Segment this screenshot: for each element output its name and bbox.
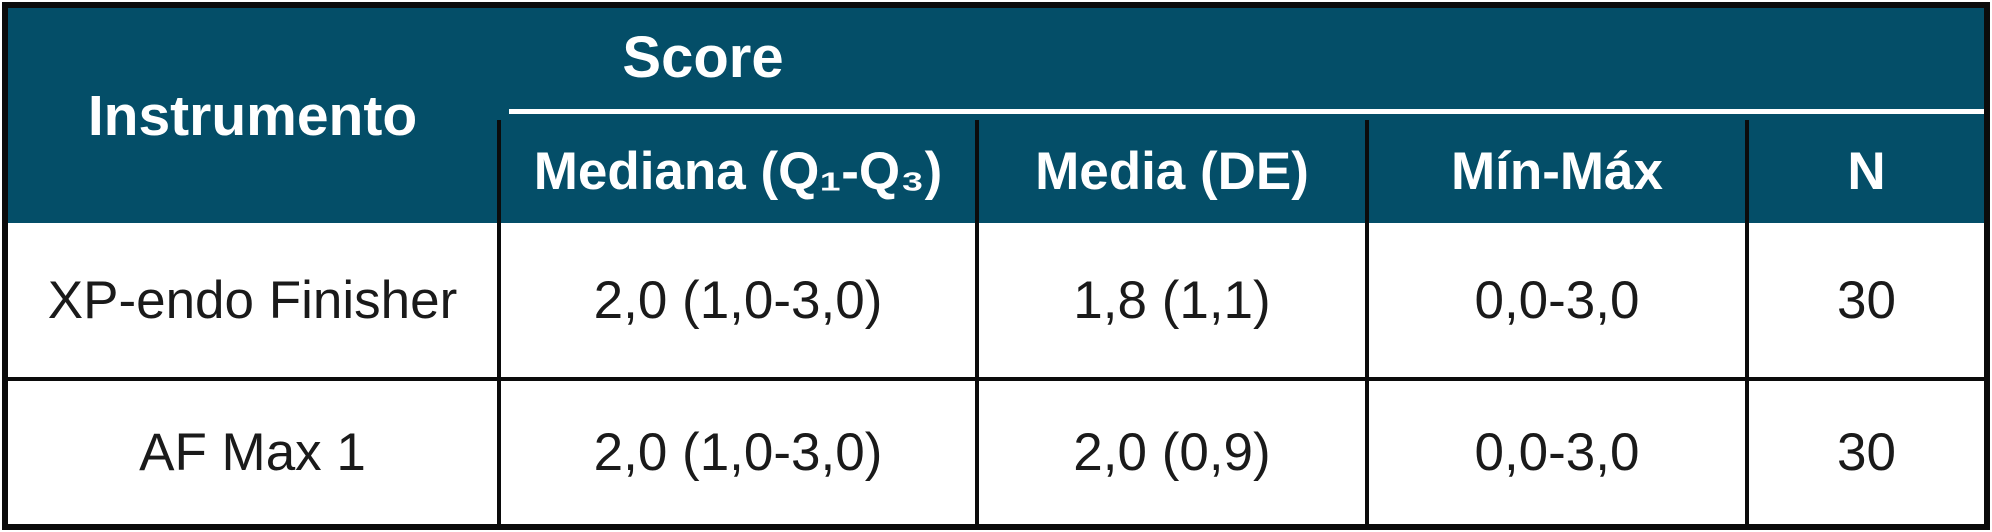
column-header-media: Media (DE)	[979, 120, 1365, 223]
cell-media: 2,0 (0,9)	[979, 381, 1365, 524]
cell-instrument: XP-endo Finisher	[8, 223, 497, 377]
subheader-row: Mediana (Q₁-Q₃) Media (DE) Mín-Máx N	[497, 120, 1984, 223]
table-row: AF Max 1 2,0 (1,0-3,0) 2,0 (0,9) 0,0-3,0…	[8, 381, 1984, 524]
table-row: XP-endo Finisher 2,0 (1,0-3,0) 1,8 (1,1)…	[8, 223, 1984, 377]
column-header-mediana: Mediana (Q₁-Q₃)	[501, 120, 975, 223]
cell-n: 30	[1749, 381, 1984, 524]
cell-n: 30	[1749, 223, 1984, 377]
cell-min-max: 0,0-3,0	[1369, 223, 1745, 377]
column-header-instrumento: Instrumento	[87, 83, 418, 148]
cell-mediana: 2,0 (1,0-3,0)	[501, 223, 975, 377]
group-header-score: Score	[622, 24, 784, 90]
column-header-n: N	[1749, 120, 1984, 223]
column-header-min-max: Mín-Máx	[1369, 120, 1745, 223]
cell-min-max: 0,0-3,0	[1369, 381, 1745, 524]
cell-instrument: AF Max 1	[8, 381, 497, 524]
table-header: Instrumento Score Mediana (Q₁-Q₃) Media …	[8, 8, 1984, 223]
cell-media: 1,8 (1,1)	[979, 223, 1365, 377]
cell-mediana: 2,0 (1,0-3,0)	[501, 381, 975, 524]
score-underline-rule	[509, 109, 1984, 114]
